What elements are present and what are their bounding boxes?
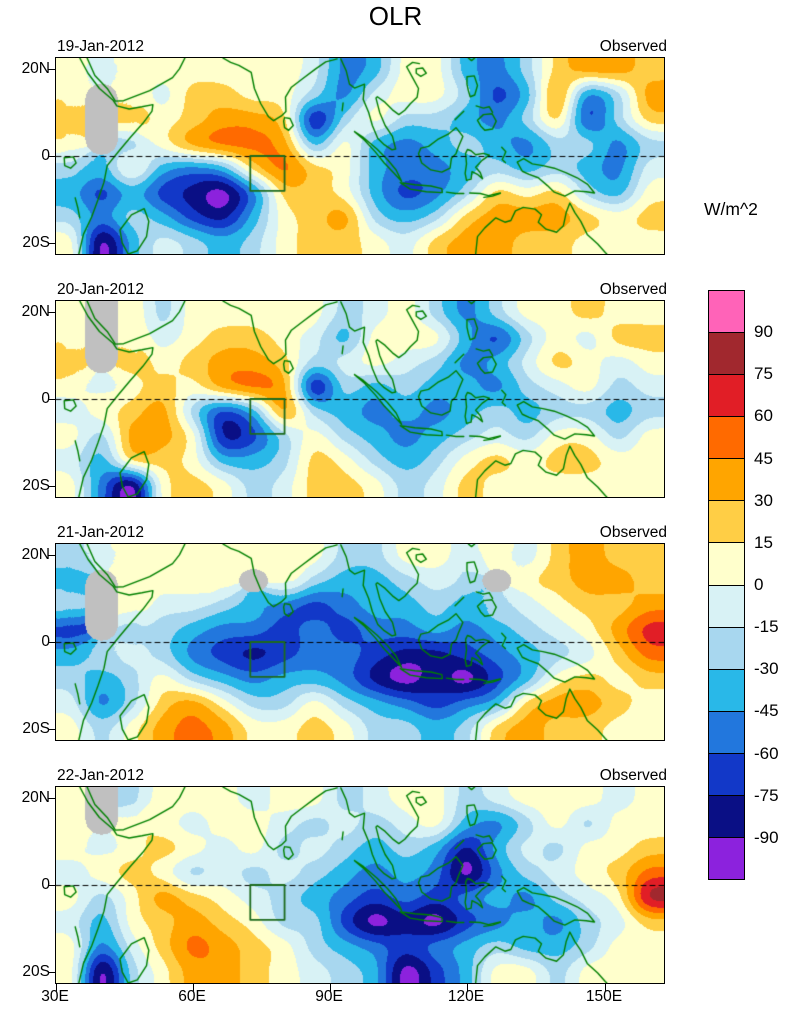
panel-4-date-label: 22-Jan-2012 [57, 767, 145, 784]
y-axis-tick-mark [48, 312, 56, 313]
figure-title: OLR [368, 1, 423, 31]
colorbar-cell-9 [709, 668, 744, 711]
panel-1-date-label: 19-Jan-2012 [57, 38, 145, 55]
colorbar-cell-8 [709, 626, 744, 669]
x-axis-tick-mark [56, 983, 57, 991]
panel-3-header: 21-Jan-2012 Observed [55, 522, 667, 543]
y-tick-label-0: 0 [41, 876, 50, 893]
y-axis-tick-mark [48, 642, 56, 643]
colorbar-cell-10 [709, 710, 744, 753]
x-axis-tick-mark [193, 983, 194, 991]
y-axis-tick-mark [48, 156, 56, 157]
olr-map-canvas-3 [56, 544, 664, 740]
colorbar-tick-label: 60 [754, 406, 773, 425]
y-tick-label-20n: 20N [21, 60, 50, 77]
y-axis-tick-mark [48, 972, 56, 973]
colorbar-tick-label: -60 [754, 744, 779, 763]
colorbar-tick-label: -30 [754, 659, 779, 678]
panel-3: 21-Jan-2012 Observed 20N 0 20S [22, 522, 667, 741]
y-tick-label-0: 0 [41, 390, 50, 407]
panel-1-header: 19-Jan-2012 Observed [55, 36, 667, 57]
panel-4-observed-label: Observed [599, 767, 667, 784]
colorbar-cell-5 [709, 500, 744, 543]
panel-4-header: 22-Jan-2012 Observed [55, 765, 667, 786]
colorbar-cell-0 [709, 291, 744, 333]
colorbar-cell-3 [709, 416, 744, 459]
colorbar-tick-label: -15 [754, 617, 779, 636]
colorbar-cell-13 [709, 837, 744, 880]
panel-2-date-label: 20-Jan-2012 [57, 281, 145, 298]
panel-3-map: 20N 0 20S [22, 543, 665, 741]
panel-1-map: 20N 0 20S [22, 57, 665, 255]
x-axis-tick-mark [605, 983, 606, 991]
colorbar-cell-1 [709, 332, 744, 375]
colorbar-tick-label: 30 [754, 491, 773, 510]
colorbar-tick-label: -75 [754, 786, 779, 805]
colorbar-cell-11 [709, 752, 744, 795]
y-tick-label-20n: 20N [21, 303, 50, 320]
y-axis-tick-mark [48, 885, 56, 886]
colorbar-cell-4 [709, 458, 744, 501]
colorbar [708, 290, 745, 880]
y-tick-label-20s: 20S [22, 477, 50, 494]
colorbar-tick-label: 45 [754, 449, 773, 468]
panel-2-observed-label: Observed [599, 281, 667, 298]
colorbar-tick-label: 0 [754, 575, 764, 594]
x-tick-label-90e: 90E [315, 988, 343, 1005]
olr-map-canvas-4 [56, 787, 664, 983]
colorbar-cell-12 [709, 794, 744, 838]
colorbar-cell-7 [709, 584, 744, 627]
colorbar-tick-label: 15 [754, 533, 773, 552]
panel-3-date-label: 21-Jan-2012 [57, 524, 145, 541]
y-tick-label-20n: 20N [21, 789, 50, 806]
y-tick-label-20s: 20S [22, 720, 50, 737]
x-axis-tick-mark [330, 983, 331, 991]
y-axis-tick-mark [48, 798, 56, 799]
x-tick-label-150e: 150E [585, 988, 623, 1005]
colorbar-tick-label: 90 [754, 322, 773, 341]
panel-1-observed-label: Observed [599, 38, 667, 55]
panel-2-header: 20-Jan-2012 Observed [55, 279, 667, 300]
y-axis-tick-mark [48, 555, 56, 556]
y-tick-label-0: 0 [41, 147, 50, 164]
olr-map-canvas-2 [56, 301, 664, 497]
colorbar-tick-label: -45 [754, 701, 779, 720]
x-axis-labels: 30E 60E 90E 120E 150E [0, 988, 791, 1008]
colorbar-cell-6 [709, 542, 744, 585]
y-tick-label-20n: 20N [21, 546, 50, 563]
panel-3-observed-label: Observed [599, 524, 667, 541]
x-tick-label-30e: 30E [41, 988, 69, 1005]
panel-4-map: 20N 0 20S [22, 786, 665, 991]
colorbar-units-label: W/m^2 [704, 199, 758, 219]
y-tick-label-20s: 20S [22, 963, 50, 980]
panel-4: 22-Jan-2012 Observed 20N 0 20S [22, 765, 667, 991]
y-axis-tick-mark [48, 486, 56, 487]
olr-map-canvas-1 [56, 58, 664, 254]
y-axis-tick-mark [48, 729, 56, 730]
x-axis-tick-mark [467, 983, 468, 991]
y-axis-tick-mark [48, 399, 56, 400]
panel-2: 20-Jan-2012 Observed 20N 0 20S [22, 279, 667, 498]
panel-1: 19-Jan-2012 Observed 20N 0 20S [22, 36, 667, 255]
x-tick-label-60e: 60E [178, 988, 206, 1005]
y-tick-label-0: 0 [41, 633, 50, 650]
colorbar-tick-label: -90 [754, 828, 779, 847]
x-tick-label-120e: 120E [447, 988, 485, 1005]
colorbar-tick-label: 75 [754, 364, 773, 383]
y-axis-tick-mark [48, 69, 56, 70]
colorbar-cell-2 [709, 374, 744, 417]
y-axis-tick-mark [48, 243, 56, 244]
panel-2-map: 20N 0 20S [22, 300, 665, 498]
y-tick-label-20s: 20S [22, 234, 50, 251]
